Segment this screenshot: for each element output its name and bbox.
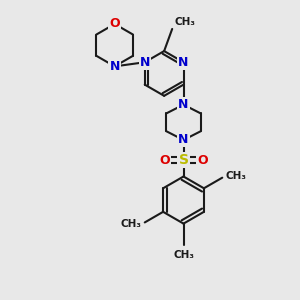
Text: CH₃: CH₃ [175,16,196,27]
Text: CH₃: CH₃ [120,219,141,229]
Text: CH₃: CH₃ [226,172,247,182]
Text: N: N [178,134,189,146]
Text: O: O [110,17,120,31]
Text: N: N [178,56,189,69]
Text: O: O [159,154,170,166]
Text: N: N [110,60,120,73]
Text: S: S [178,153,188,167]
Text: O: O [197,154,208,166]
Text: N: N [178,98,189,111]
Text: N: N [140,56,150,69]
Text: CH₃: CH₃ [173,250,194,260]
